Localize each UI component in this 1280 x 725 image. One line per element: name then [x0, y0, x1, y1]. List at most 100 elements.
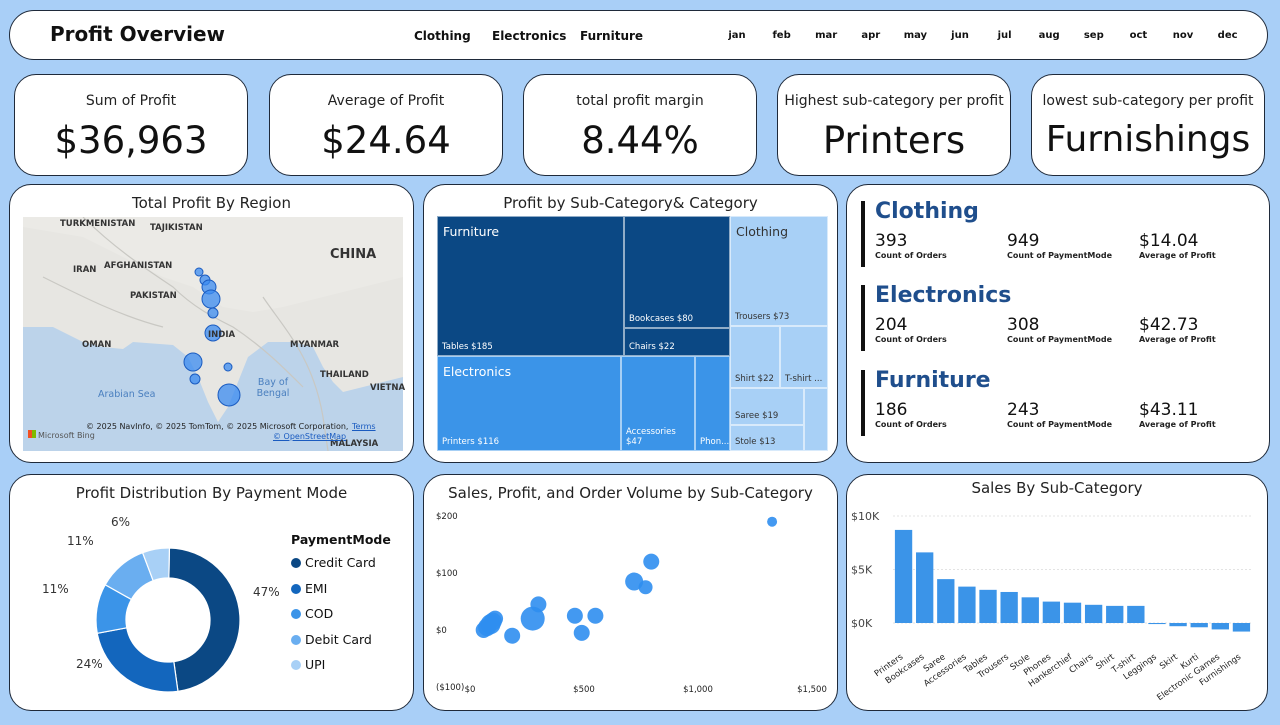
map-label: Bay of Bengal: [256, 377, 290, 399]
legend-item-credit-card[interactable]: Credit Card: [291, 555, 376, 570]
filter-electronics[interactable]: Electronics: [492, 29, 567, 43]
kpi-lowest-subcategory: lowest sub-category per profit Furnishin…: [1031, 74, 1265, 176]
month-feb[interactable]: feb: [772, 30, 791, 41]
legend-item-debit-card[interactable]: Debit Card: [291, 632, 372, 647]
kpi-average-profit: Average of Profit $24.64: [269, 74, 503, 176]
month-jul[interactable]: jul: [997, 30, 1012, 41]
accent-bar: [861, 201, 865, 267]
scatter-chart[interactable]: $200$100$0($100) $0 $500 $1,000 $1,500: [424, 475, 838, 711]
treemap-tile-tshirt[interactable]: T-shirt ...: [780, 326, 828, 388]
bar-kurti[interactable]: [1190, 623, 1208, 628]
treemap[interactable]: Furniture Tables $185 Bookcases $80 Chai…: [437, 216, 828, 451]
legend-dot-icon: [291, 558, 301, 568]
legend-label: Debit Card: [305, 631, 372, 647]
scatter-point[interactable]: [487, 610, 504, 627]
y-tick-label: $0K: [851, 617, 873, 630]
month-jun[interactable]: jun: [951, 30, 969, 41]
bar-skirt[interactable]: [1169, 623, 1187, 627]
treemap-tile-printers[interactable]: Electronics Printers $116: [437, 356, 621, 451]
month-mar[interactable]: mar: [815, 30, 838, 41]
scatter-point[interactable]: [587, 607, 604, 624]
treemap-tile-label: Chairs $22: [629, 342, 675, 352]
scatter-point[interactable]: [530, 596, 547, 613]
legend-item-upi[interactable]: UPI: [291, 657, 325, 672]
treemap-tile-tables[interactable]: Furniture Tables $185: [437, 216, 624, 356]
filter-clothing[interactable]: Clothing: [414, 29, 471, 43]
scatter-point[interactable]: [767, 516, 778, 527]
month-aug[interactable]: aug: [1038, 30, 1060, 41]
scatter-point[interactable]: [643, 553, 660, 570]
legend-label: UPI: [305, 657, 326, 672]
treemap-tile-phones[interactable]: Phon...: [695, 356, 730, 451]
metric-payment: 949 Count of PaymentMode: [1007, 231, 1112, 260]
metric-value: 393: [875, 231, 908, 251]
treemap-tile-chairs[interactable]: Chairs $22: [624, 328, 730, 356]
month-may[interactable]: may: [903, 30, 928, 41]
bar-printers[interactable]: [894, 529, 913, 623]
bar-stole[interactable]: [1021, 597, 1039, 623]
y-tick-label: $10K: [851, 510, 880, 523]
payment-donut-chart[interactable]: 47% 24% 11% 11% 6%: [10, 475, 280, 711]
month-apr[interactable]: apr: [861, 30, 881, 41]
treemap-tile-label: Bookcases $80: [629, 314, 694, 324]
sales-bar-chart[interactable]: $10K$5K$0KPrintersBookcasesSareeAccessor…: [847, 475, 1268, 711]
treemap-tile-trousers[interactable]: Clothing Trousers $73: [730, 216, 828, 326]
legend-dot-icon: [291, 609, 301, 619]
scatter-point[interactable]: [504, 627, 521, 644]
scatter-point[interactable]: [520, 606, 545, 631]
scatter-point[interactable]: [625, 572, 644, 591]
map-terms-link[interactable]: Terms: [352, 422, 376, 431]
openstreetmap-link[interactable]: © OpenStreetMap: [273, 432, 347, 441]
treemap-tile-bookcases[interactable]: Bookcases $80: [624, 216, 730, 328]
kpi-label: Highest sub-category per profit: [784, 93, 1004, 109]
metric-label: Count of PaymentMode: [1007, 251, 1113, 260]
treemap-tile-accessories[interactable]: Accessories $47: [621, 356, 695, 451]
month-nov[interactable]: nov: [1172, 30, 1194, 41]
bing-label: Microsoft Bing: [38, 431, 95, 440]
metric-orders: 204 Count of Orders: [875, 315, 947, 344]
donut-slice-credit-card[interactable]: [168, 547, 241, 692]
month-sep[interactable]: sep: [1083, 30, 1104, 41]
bar-trousers[interactable]: [1000, 591, 1018, 623]
bar-hankerchief[interactable]: [1063, 602, 1082, 623]
donut-slice-emi[interactable]: [96, 627, 179, 693]
month-oct[interactable]: oct: [1129, 30, 1148, 41]
map-label: TAJIKISTAN: [150, 223, 203, 233]
sales-bar-card: Sales By Sub-Category $10K $5K $0K Printers…: [846, 474, 1268, 711]
treemap-tile-stole[interactable]: Stole $13: [730, 425, 804, 451]
category-name: Clothing: [875, 199, 979, 224]
map-label: OMAN: [82, 340, 112, 350]
map-label: INDIA: [208, 330, 236, 340]
bar-saree[interactable]: [937, 579, 955, 623]
bar-electronic-games[interactable]: [1211, 623, 1229, 630]
kpi-label: total profit margin: [576, 93, 704, 109]
month-dec[interactable]: dec: [1217, 30, 1238, 41]
region-map[interactable]: [23, 216, 403, 452]
filter-furniture[interactable]: Furniture: [580, 29, 644, 43]
treemap-tile-label: Phon...: [700, 437, 730, 447]
bar-accessories[interactable]: [958, 586, 976, 623]
legend-item-emi[interactable]: EMI: [291, 581, 327, 596]
bar-t-shirt[interactable]: [1127, 605, 1145, 623]
bar-tables[interactable]: [979, 589, 997, 623]
donut-data-label: 47%: [253, 585, 280, 599]
scatter-point[interactable]: [573, 624, 590, 641]
bar-shirt[interactable]: [1106, 605, 1124, 623]
donut-slice-upi[interactable]: [141, 547, 171, 582]
scatter-point[interactable]: [566, 607, 583, 624]
scatter-title: Sales, Profit, and Order Volume by Sub-C…: [448, 484, 813, 502]
treemap-tile-other[interactable]: [804, 388, 828, 451]
scatter-point[interactable]: [638, 580, 653, 595]
bar-leggings[interactable]: [1148, 623, 1166, 625]
bar-phones[interactable]: [1042, 601, 1061, 623]
legend-item-cod[interactable]: COD: [291, 606, 333, 621]
bar-bookcases[interactable]: [916, 552, 934, 623]
map-label: VIETNA: [370, 383, 406, 393]
bar-chairs[interactable]: [1084, 604, 1103, 623]
treemap-tile-shirt[interactable]: Shirt $22: [730, 326, 780, 388]
bar-furnishings[interactable]: [1232, 623, 1251, 632]
month-jan[interactable]: jan: [728, 30, 746, 41]
legend-label: EMI: [305, 580, 328, 596]
treemap-tile-saree[interactable]: Saree $19: [730, 388, 804, 425]
windows-icon: [28, 430, 36, 438]
